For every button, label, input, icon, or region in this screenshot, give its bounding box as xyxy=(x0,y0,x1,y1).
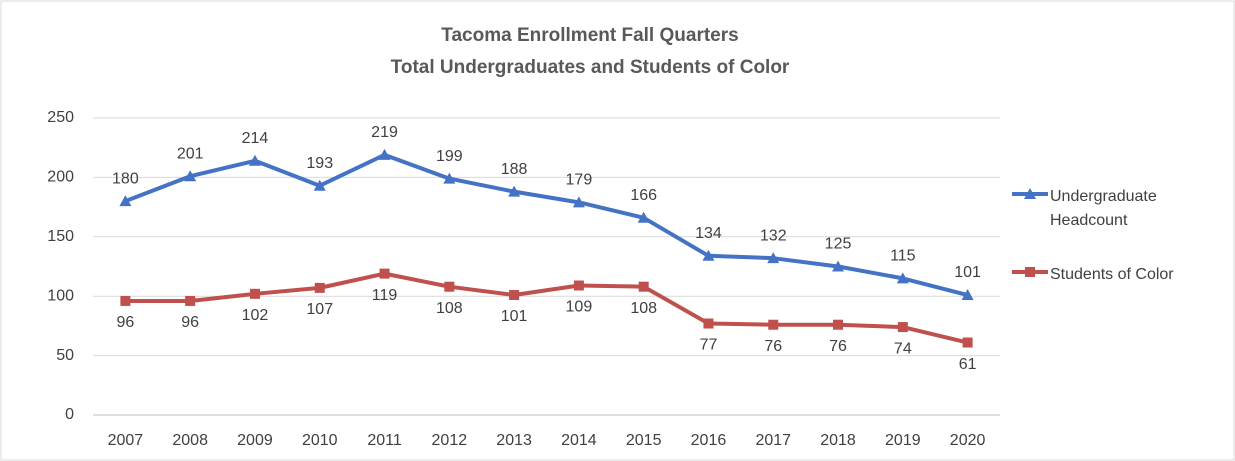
x-tick-label: 2020 xyxy=(950,432,986,449)
data-label: 201 xyxy=(177,145,204,162)
x-tick-label: 2018 xyxy=(820,432,856,449)
x-tick-label: 2013 xyxy=(496,432,532,449)
series-line xyxy=(124,152,969,297)
data-label: 179 xyxy=(566,172,593,189)
y-tick-label: 150 xyxy=(47,228,74,245)
data-point xyxy=(509,290,520,301)
data-label: 115 xyxy=(890,248,916,265)
data-point xyxy=(573,280,584,291)
y-tick-label: 250 xyxy=(47,109,74,126)
data-label: 180 xyxy=(112,170,139,187)
data-label: 102 xyxy=(242,307,269,324)
data-label: 101 xyxy=(954,264,981,281)
data-point xyxy=(444,281,455,292)
chart-title: Tacoma Enrollment Fall Quarters xyxy=(441,25,738,46)
data-label: 74 xyxy=(894,340,912,357)
x-tick-label: 2009 xyxy=(237,432,273,449)
data-point xyxy=(119,195,132,207)
data-label: 76 xyxy=(764,338,782,355)
data-point xyxy=(248,154,261,166)
data-point xyxy=(961,289,974,301)
legend-marker xyxy=(1024,188,1036,199)
x-tick-label: 2012 xyxy=(432,432,468,449)
data-label: 119 xyxy=(372,287,398,304)
data-point xyxy=(896,272,909,284)
data-label: 61 xyxy=(959,356,977,373)
data-point xyxy=(962,337,973,348)
x-tick-label: 2015 xyxy=(626,432,662,449)
data-point xyxy=(185,295,196,306)
x-tick-label: 2011 xyxy=(367,432,402,449)
data-point xyxy=(832,260,845,272)
y-tick-label: 200 xyxy=(47,169,74,186)
data-point xyxy=(703,318,714,329)
x-tick-label: 2016 xyxy=(691,432,727,449)
data-point xyxy=(508,185,521,197)
data-label: 109 xyxy=(566,299,593,316)
y-tick-label: 0 xyxy=(65,406,74,423)
x-tick-label: 2010 xyxy=(302,432,338,449)
data-label: 219 xyxy=(371,124,398,141)
data-label: 132 xyxy=(760,227,787,244)
data-label: 125 xyxy=(825,236,852,253)
data-point xyxy=(443,172,456,184)
data-label: 96 xyxy=(116,314,134,331)
data-point xyxy=(379,268,390,279)
x-tick-label: 2017 xyxy=(755,432,791,449)
legend: Undergraduate Headcount Students of Color xyxy=(1010,185,1230,317)
data-point xyxy=(638,281,649,292)
x-tick-label: 2014 xyxy=(561,432,597,449)
data-point xyxy=(378,148,391,160)
data-point xyxy=(572,196,585,208)
data-label: 96 xyxy=(181,314,199,331)
legend-key xyxy=(1012,188,1048,199)
x-tick-label: 2008 xyxy=(172,432,208,449)
data-point xyxy=(897,322,908,333)
data-point xyxy=(637,211,650,223)
x-tick-label: 2007 xyxy=(108,432,144,449)
data-point xyxy=(768,319,779,330)
chart-title: Total Undergraduates and Students of Col… xyxy=(391,57,790,78)
data-label: 77 xyxy=(700,337,718,354)
legend-marker xyxy=(1025,267,1035,277)
data-label: 134 xyxy=(695,225,722,242)
data-point xyxy=(184,170,197,182)
data-point xyxy=(314,282,325,293)
legend-label: Students of Color xyxy=(1050,266,1174,283)
data-point xyxy=(767,252,780,264)
legend-item: Students of Color xyxy=(1010,263,1230,287)
data-label: 101 xyxy=(501,308,528,325)
data-label: 193 xyxy=(306,155,333,172)
data-point xyxy=(249,288,260,299)
legend-key xyxy=(1012,267,1048,277)
data-point xyxy=(702,249,715,261)
y-tick-label: 100 xyxy=(47,287,74,304)
data-point xyxy=(313,179,326,191)
legend-label: Undergraduate Headcount xyxy=(1050,188,1157,229)
data-label: 76 xyxy=(829,338,847,355)
data-label: 214 xyxy=(242,130,269,147)
data-point xyxy=(120,295,131,306)
y-tick-label: 50 xyxy=(56,347,74,364)
series-line xyxy=(125,271,969,345)
data-label: 188 xyxy=(501,161,528,178)
data-label: 108 xyxy=(436,300,463,317)
data-label: 166 xyxy=(630,187,657,204)
data-label: 108 xyxy=(630,300,657,317)
legend-item: Undergraduate Headcount xyxy=(1010,185,1230,233)
x-tick-label: 2019 xyxy=(885,432,921,449)
data-label: 107 xyxy=(306,301,333,318)
data-label: 199 xyxy=(436,148,463,165)
data-point xyxy=(833,319,844,330)
